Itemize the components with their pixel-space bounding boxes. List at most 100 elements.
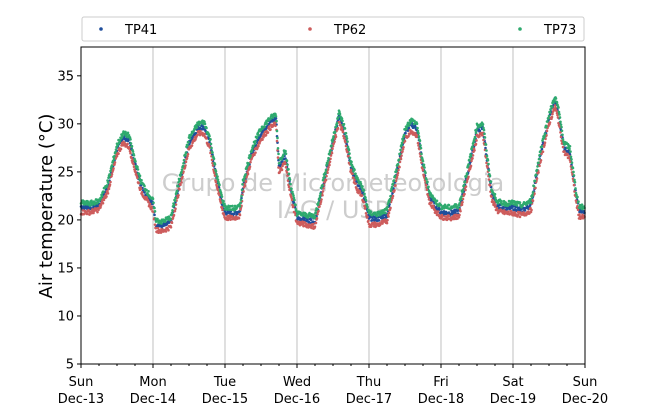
data-points <box>79 96 586 235</box>
data-point <box>396 171 400 175</box>
data-point <box>375 214 379 218</box>
data-point <box>395 176 399 179</box>
data-point <box>345 137 349 140</box>
data-point <box>181 164 185 168</box>
data-point <box>349 168 353 172</box>
x-tick-date-label: Dec-15 <box>202 392 248 407</box>
data-point <box>290 198 294 202</box>
data-point <box>543 134 546 138</box>
data-point <box>178 188 181 191</box>
data-point <box>396 173 399 177</box>
data-point <box>107 176 110 180</box>
data-point <box>390 185 394 189</box>
x-tick-day-label: Sat <box>502 375 523 390</box>
data-point <box>286 163 289 166</box>
data-point <box>215 172 218 176</box>
data-point <box>106 181 110 184</box>
data-point <box>284 162 287 166</box>
data-point <box>347 154 350 158</box>
data-point <box>547 117 550 120</box>
y-tick-label: 30 <box>57 117 74 132</box>
data-point <box>415 122 419 125</box>
data-point <box>416 129 420 133</box>
data-point <box>292 204 295 208</box>
data-point <box>176 184 180 188</box>
data-point <box>489 180 493 183</box>
data-point <box>551 112 554 116</box>
data-point <box>181 175 184 179</box>
data-point <box>129 138 132 141</box>
x-tick-date-label: Dec-20 <box>562 392 608 407</box>
data-point <box>110 173 114 176</box>
data-point <box>280 168 284 172</box>
data-point <box>557 110 561 114</box>
data-point <box>210 146 213 150</box>
data-point <box>458 202 461 205</box>
data-point <box>172 213 176 217</box>
data-point <box>247 162 250 165</box>
data-point <box>530 208 533 212</box>
data-point <box>556 116 560 119</box>
data-point <box>326 168 330 171</box>
data-point <box>424 183 428 187</box>
data-point <box>389 189 393 193</box>
data-point <box>421 169 425 172</box>
data-point <box>124 130 127 134</box>
data-point <box>406 129 410 132</box>
data-point <box>179 183 182 187</box>
data-point <box>515 204 519 207</box>
data-point <box>396 162 400 166</box>
data-point <box>344 144 348 148</box>
x-tick-day-label: Mon <box>139 375 166 390</box>
data-point <box>559 135 563 139</box>
data-point <box>276 136 279 140</box>
data-point <box>485 161 488 165</box>
data-point <box>153 206 156 210</box>
data-point <box>205 126 208 130</box>
data-point <box>365 203 369 207</box>
data-point <box>274 116 278 120</box>
data-point <box>289 182 292 186</box>
data-point <box>215 185 219 189</box>
data-point <box>147 190 150 193</box>
data-point <box>550 115 554 119</box>
data-point <box>561 145 565 149</box>
data-point <box>460 195 463 198</box>
x-tick-day-label: Sun <box>69 375 94 390</box>
x-tick-date-label: Dec-19 <box>490 392 536 407</box>
legend-label-tp73: TP73 <box>543 23 576 38</box>
data-point <box>416 126 419 130</box>
data-point <box>461 190 464 194</box>
legend-label-tp62: TP62 <box>333 23 366 38</box>
data-point <box>359 182 363 186</box>
data-point <box>465 180 469 183</box>
data-point <box>134 162 137 166</box>
data-point <box>469 164 473 168</box>
data-point <box>239 208 242 211</box>
data-point <box>560 125 563 129</box>
legend-label-tp41: TP41 <box>124 23 157 38</box>
data-point <box>478 135 481 138</box>
data-point <box>536 165 539 168</box>
data-point <box>423 166 426 169</box>
y-tick-label: 20 <box>57 213 74 228</box>
data-point <box>112 167 115 170</box>
data-point <box>500 199 503 203</box>
data-point <box>550 105 554 109</box>
data-point <box>421 159 425 163</box>
data-point <box>393 188 396 192</box>
data-point <box>389 206 392 210</box>
data-point <box>99 206 102 209</box>
data-point <box>350 160 353 164</box>
data-point <box>338 112 342 116</box>
data-point <box>136 176 139 180</box>
data-point <box>318 194 322 198</box>
data-point <box>555 109 558 113</box>
data-point <box>417 135 421 138</box>
data-point <box>555 111 559 115</box>
data-point <box>486 158 490 162</box>
data-point <box>529 201 533 205</box>
data-point <box>576 208 580 212</box>
data-point <box>114 150 117 154</box>
data-point <box>222 199 225 203</box>
